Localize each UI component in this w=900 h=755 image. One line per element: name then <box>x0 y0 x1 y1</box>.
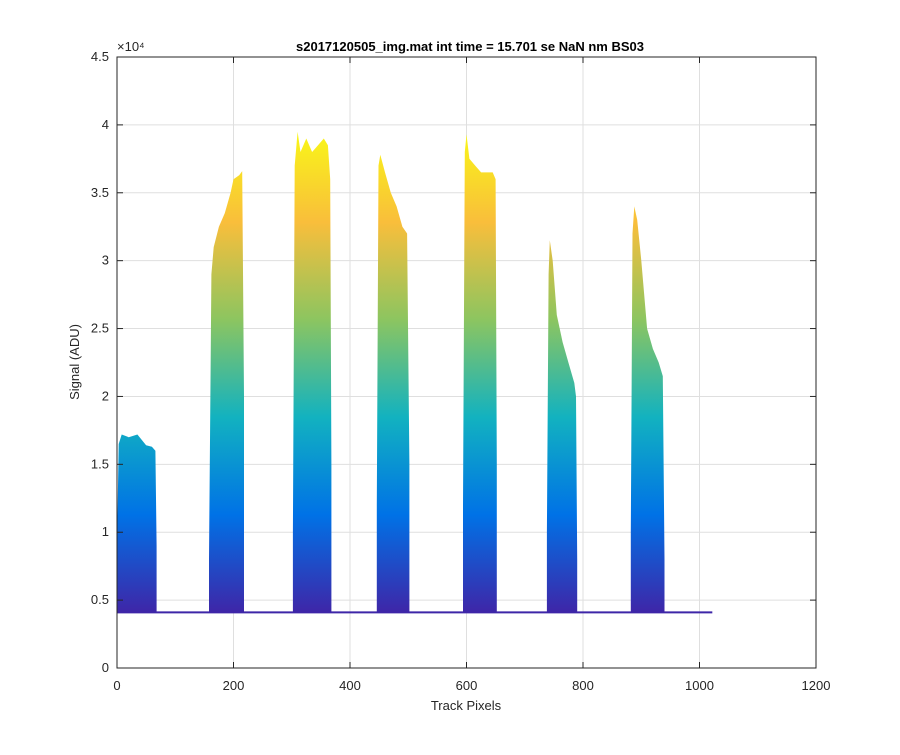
x-tick-label: 0 <box>113 678 120 693</box>
fiber-peak-2 <box>209 171 244 613</box>
x-tick-label: 600 <box>456 678 478 693</box>
x-axis-label: Track Pixels <box>431 698 502 713</box>
y-tick-label: 4.5 <box>91 49 109 64</box>
fiber-peak-1 <box>117 434 157 613</box>
y-axis-label: Signal (ADU) <box>67 324 82 400</box>
y-exponent-label: ×10⁴ <box>117 39 145 54</box>
y-tick-label: 3 <box>102 253 109 268</box>
x-tick-label: 1200 <box>802 678 831 693</box>
y-tick-label: 0.5 <box>91 592 109 607</box>
plot-area <box>117 131 713 614</box>
y-tick-label: 2 <box>102 388 109 403</box>
fiber-peak-7 <box>630 206 665 613</box>
fiber-peak-5 <box>463 134 497 613</box>
x-tick-label: 800 <box>572 678 594 693</box>
y-tick-label: 1 <box>102 524 109 539</box>
fiber-peak-3 <box>292 131 332 613</box>
chart-title: s2017120505_img.mat int time = 15.701 se… <box>296 39 644 54</box>
y-tick-label: 2.5 <box>91 321 109 336</box>
x-tick-label: 200 <box>223 678 245 693</box>
ticks: 0 200 400 600 800 1000 1200 0 0.5 1 1.5 2 2.5 3 3.5 4 4.… <box>91 49 831 693</box>
x-tick-label: 1000 <box>685 678 714 693</box>
y-tick-label: 4 <box>102 117 109 132</box>
y-tick-label: 3.5 <box>91 185 109 200</box>
y-tick-label: 0 <box>102 660 109 675</box>
x-tick-label: 400 <box>339 678 361 693</box>
fiber-peak-6 <box>546 240 578 613</box>
y-tick-label: 1.5 <box>91 456 109 471</box>
fiber-peak-4 <box>376 154 410 613</box>
